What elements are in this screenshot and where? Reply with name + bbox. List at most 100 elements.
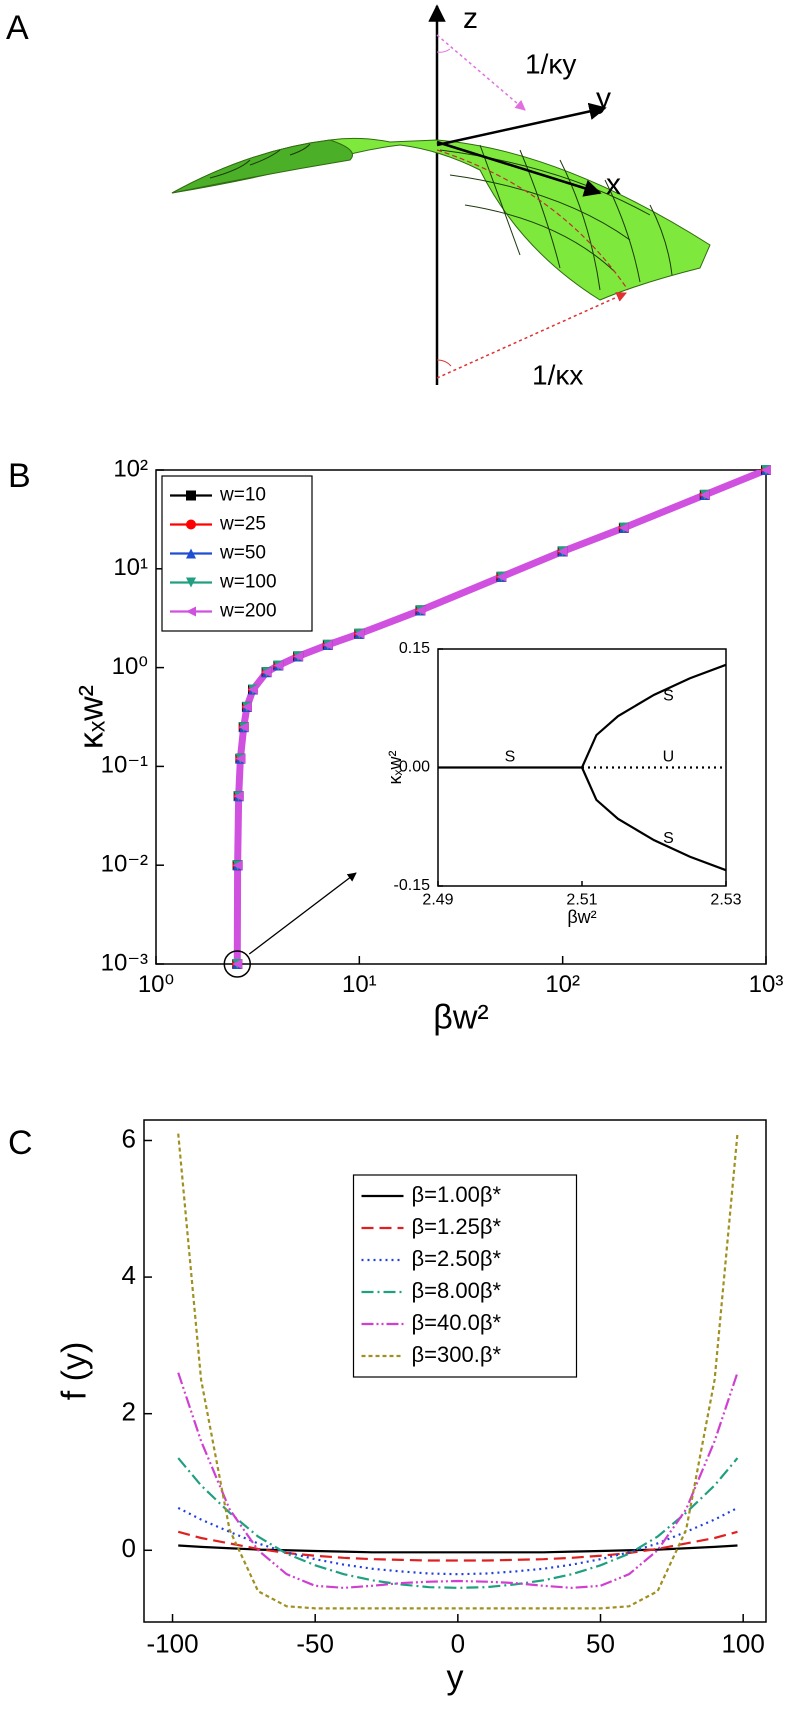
marker <box>186 548 196 559</box>
panel-a: A z y x 1/κy 1/κx <box>6 2 711 390</box>
x-tick-label: 0 <box>451 1628 465 1658</box>
marker <box>496 571 507 582</box>
legend-label: w=200 <box>219 601 277 622</box>
series-line <box>177 1530 738 1562</box>
z-label: z <box>463 2 478 35</box>
x-tick-label: 10⁰ <box>138 971 174 998</box>
y-tick-label: 0.00 <box>399 759 430 776</box>
surface-underside <box>171 139 353 194</box>
surface-grid <box>209 143 673 291</box>
y-axis-label: κₓw² <box>385 751 405 785</box>
y-tick-label: 4 <box>122 1260 136 1290</box>
angle-y <box>436 48 451 53</box>
panel-label: B <box>8 457 31 495</box>
curvature-line <box>436 149 629 291</box>
series-line <box>177 1133 739 1610</box>
marker <box>186 519 196 530</box>
angle-x <box>436 359 452 367</box>
marker <box>235 753 246 764</box>
radius-y <box>436 34 526 111</box>
marker <box>232 959 243 969</box>
legend-label: w=10 <box>219 485 266 506</box>
x-tick-label: 2.51 <box>566 892 597 909</box>
radius-y-label: 1/κy <box>525 48 576 79</box>
y-axis-label: f (y) <box>55 1342 93 1401</box>
y-tick-label: 2 <box>122 1397 136 1427</box>
chart: 2.49 2.51 2.53 -0.15 0.00 0.15 βw² κₓw² S S U S <box>385 640 742 927</box>
chart: C -100 -50 0 50 100 0 2 4 6 y f (y) β=1.00β* β=1.25β*… <box>8 1119 767 1696</box>
x-axis-label: βw² <box>567 907 596 927</box>
series-line <box>233 470 766 964</box>
y-tick-label: 10⁻² <box>101 851 148 878</box>
annotation: S <box>663 830 674 847</box>
series-group <box>233 470 766 964</box>
marker <box>248 684 259 695</box>
marker <box>322 639 333 650</box>
series-line <box>580 767 726 872</box>
marker <box>241 701 252 712</box>
series-line <box>177 1506 738 1576</box>
marker <box>273 660 284 671</box>
x-axis-arrow <box>436 140 602 197</box>
y-tick-label: 0.15 <box>399 640 430 657</box>
annotation: S <box>505 748 516 765</box>
legend-box <box>352 1174 578 1378</box>
x-tick-label: 2.49 <box>422 892 453 909</box>
marker <box>186 490 196 501</box>
x-tick-label: 50 <box>586 1628 615 1658</box>
y-label: y <box>596 82 611 115</box>
legend-label: β=1.25β* <box>412 1214 502 1239</box>
legend-label: w=50 <box>219 543 266 564</box>
marker <box>233 791 244 802</box>
x-tick-label: -50 <box>296 1628 334 1658</box>
y-tick-label: -0.15 <box>394 877 431 894</box>
marker <box>557 546 568 557</box>
legend-label: β=2.50β* <box>412 1246 502 1271</box>
series-group <box>438 663 726 872</box>
x-axis-label: y <box>447 1658 464 1696</box>
marker <box>415 605 426 616</box>
legend-label: β=8.00β* <box>412 1278 502 1303</box>
legend-label: w=25 <box>219 514 266 535</box>
zoom-circle <box>223 950 252 978</box>
annotation: U <box>663 748 675 765</box>
x-tick-label: 10¹ <box>342 971 377 998</box>
radius-x-label: 1/κx <box>532 359 583 390</box>
legend-label: β=1.00β* <box>412 1182 502 1207</box>
marker <box>354 628 365 639</box>
legend-label: w=100 <box>219 572 277 593</box>
marker <box>261 667 272 678</box>
panel-label: C <box>8 1124 33 1162</box>
x-axis-label: βw² <box>433 999 488 1037</box>
y-tick-label: 10⁻³ <box>101 949 148 976</box>
x-tick-label: 100 <box>721 1628 764 1658</box>
legend-label: β=40.0β* <box>412 1310 502 1335</box>
y-tick-label: 10² <box>113 455 148 482</box>
y-axis-arrow <box>436 102 607 147</box>
marker <box>293 651 304 662</box>
y-tick-label: 6 <box>122 1123 136 1153</box>
x-tick-label: 2.53 <box>710 892 741 909</box>
marker <box>618 522 629 533</box>
panel-label: A <box>6 9 29 47</box>
series-group <box>177 1133 739 1610</box>
marker <box>761 465 771 475</box>
radius-x <box>436 292 627 379</box>
x-tick-label: 10³ <box>749 971 784 998</box>
x-tick-label: -100 <box>147 1628 199 1658</box>
x-label: x <box>606 168 621 201</box>
zoom-arrow <box>248 872 357 955</box>
marker <box>238 722 249 733</box>
y-tick-label: 10⁰ <box>112 653 148 680</box>
y-axis-label: κₓw² <box>73 685 111 749</box>
series-line <box>580 663 726 768</box>
y-tick-label: 0 <box>122 1533 136 1563</box>
y-tick-label: 10⁻¹ <box>101 752 148 779</box>
marker <box>699 489 710 500</box>
y-tick-label: 10¹ <box>113 554 148 581</box>
legend-label: β=300.β* <box>412 1342 502 1367</box>
x-tick-label: 10² <box>545 971 580 998</box>
marker <box>186 577 196 588</box>
